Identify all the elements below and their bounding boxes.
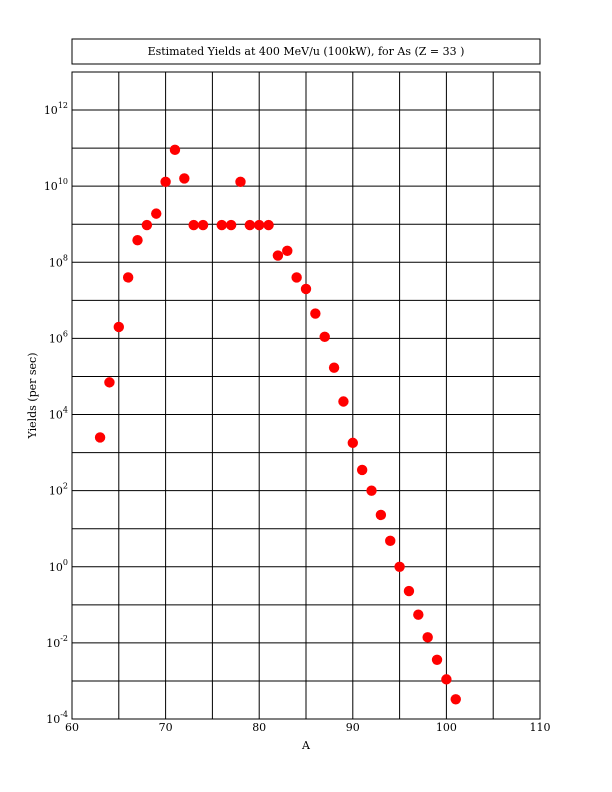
data-point	[132, 235, 143, 246]
data-point	[122, 272, 134, 283]
x-tick-label: 90	[346, 721, 360, 734]
data-point	[197, 219, 209, 231]
y-tick-label: 108	[49, 253, 68, 269]
data-point	[375, 509, 387, 521]
data-point	[356, 464, 368, 476]
data-point	[422, 632, 433, 643]
data-point	[450, 694, 461, 705]
x-tick-labels: 60 70 80 90 100 110	[65, 721, 551, 734]
data-point	[263, 219, 274, 231]
data-point	[338, 396, 349, 407]
data-point	[216, 219, 227, 231]
y-tick-label: 102	[49, 482, 68, 498]
x-axis-label: A	[301, 739, 311, 752]
data-point	[272, 250, 284, 261]
grid	[71, 71, 541, 720]
data-point	[413, 609, 424, 620]
data-point	[394, 561, 405, 572]
chart-title: Estimated Yields at 400 MeV/u (100kW), f…	[148, 45, 465, 58]
data-point	[188, 219, 199, 231]
x-tick-label: 80	[252, 721, 266, 734]
data-point	[169, 144, 181, 156]
y-tick-label: 10-4	[46, 710, 68, 726]
data-points	[94, 144, 461, 705]
plot-frame	[71, 71, 541, 720]
data-point	[151, 208, 162, 219]
y-axis-label: Yields (per sec)	[26, 352, 39, 439]
y-tick-label: 1010	[44, 177, 68, 193]
data-point	[431, 654, 443, 665]
data-point	[403, 585, 415, 597]
x-tick-label: 110	[530, 721, 551, 734]
data-point	[319, 331, 330, 343]
data-point	[254, 219, 265, 231]
title-box	[71, 38, 541, 65]
data-point	[94, 432, 106, 443]
x-tick-label: 60	[65, 721, 79, 734]
data-point	[244, 219, 256, 231]
data-point	[366, 485, 377, 496]
data-point	[179, 173, 190, 184]
data-point	[104, 377, 115, 388]
data-point	[347, 437, 358, 449]
data-point	[282, 245, 293, 257]
data-point	[141, 219, 153, 231]
data-point	[235, 176, 246, 188]
data-point	[310, 308, 321, 319]
data-point	[113, 321, 125, 333]
x-tick-label: 70	[159, 721, 173, 734]
y-tick-label: 104	[49, 406, 68, 422]
data-point	[441, 674, 452, 685]
data-point	[160, 176, 171, 188]
y-tick-labels: 10-4 10-2 100 102 104 106 108 1010 1012	[44, 101, 68, 726]
data-point	[291, 272, 302, 283]
data-point	[300, 283, 312, 295]
data-point	[385, 535, 396, 547]
y-tick-label: 1012	[44, 101, 68, 117]
data-point	[225, 219, 237, 231]
x-tick-label: 100	[436, 721, 457, 734]
data-point	[328, 362, 340, 373]
y-tick-label: 10-2	[46, 634, 68, 650]
y-tick-label: 106	[49, 329, 68, 345]
y-tick-label: 100	[49, 558, 68, 574]
